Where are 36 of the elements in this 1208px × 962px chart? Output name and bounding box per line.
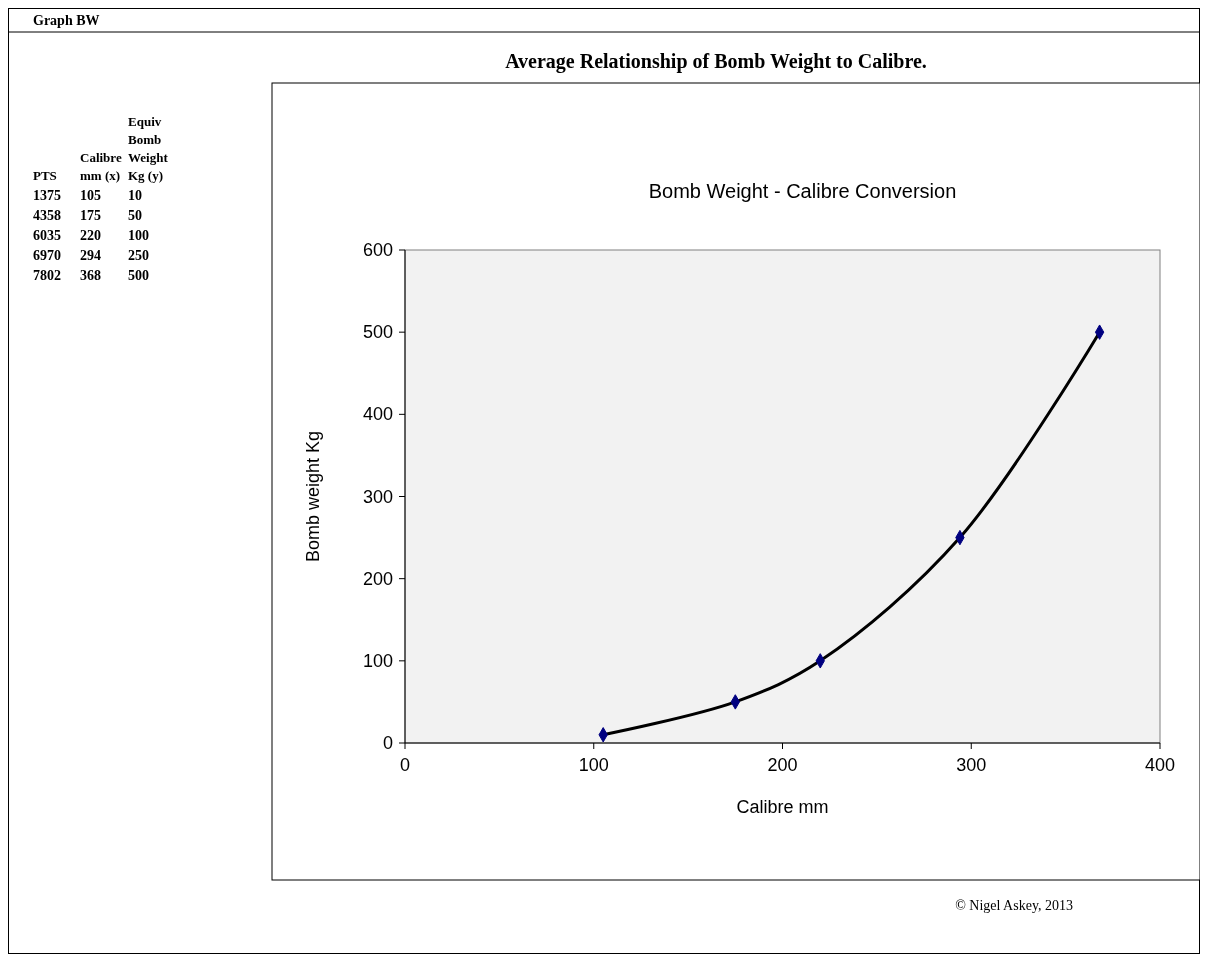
text: 368 [80,268,101,283]
x-tick-label: 200 [767,755,798,775]
text: Equiv Bomb Weight Kg (y) [128,114,169,183]
text: 50 [128,208,142,223]
y-tick-label: 500 [362,322,393,343]
x-tick-label: 0 [399,755,411,775]
text: 1375 [33,188,61,203]
text: 6970 [33,248,61,263]
chart-subtitle: Bomb Weight - Calibre Conversion [648,180,957,202]
text: 294 [80,248,101,263]
y-tick-label: 0 [382,733,393,753]
x-tick-label: 100 [578,755,609,775]
text: © Nigel Askey, 2013 [955,898,1073,913]
chart-title: Average Relationship of Bomb Weight to Calibre. [505,50,927,73]
text: 10 [128,188,142,203]
text: 500 [128,268,149,283]
text: 100 [128,228,149,243]
text: Calibre mm (x) [80,150,122,183]
x-tick-label: 300 [956,755,987,775]
text: 250 [128,248,149,263]
y-tick-label: 200 [362,568,393,589]
text: 175 [80,208,101,223]
text: 6035 [33,228,61,243]
text: 4358 [33,208,61,223]
text: Graph BW [33,13,100,28]
x-axis-title: Calibre mm [736,797,829,817]
text: 7802 [33,268,61,283]
y-tick-label: 100 [362,650,393,671]
x-tick-label: 400 [1144,755,1176,775]
text: 220 [80,228,101,243]
text: PTS [33,168,57,183]
y-tick-label: 300 [362,486,393,507]
y-axis-title: Bomb weight Kg [303,430,323,563]
y-tick-label: 400 [362,404,393,425]
text: 105 [80,188,101,203]
y-tick-label: 600 [362,240,393,260]
